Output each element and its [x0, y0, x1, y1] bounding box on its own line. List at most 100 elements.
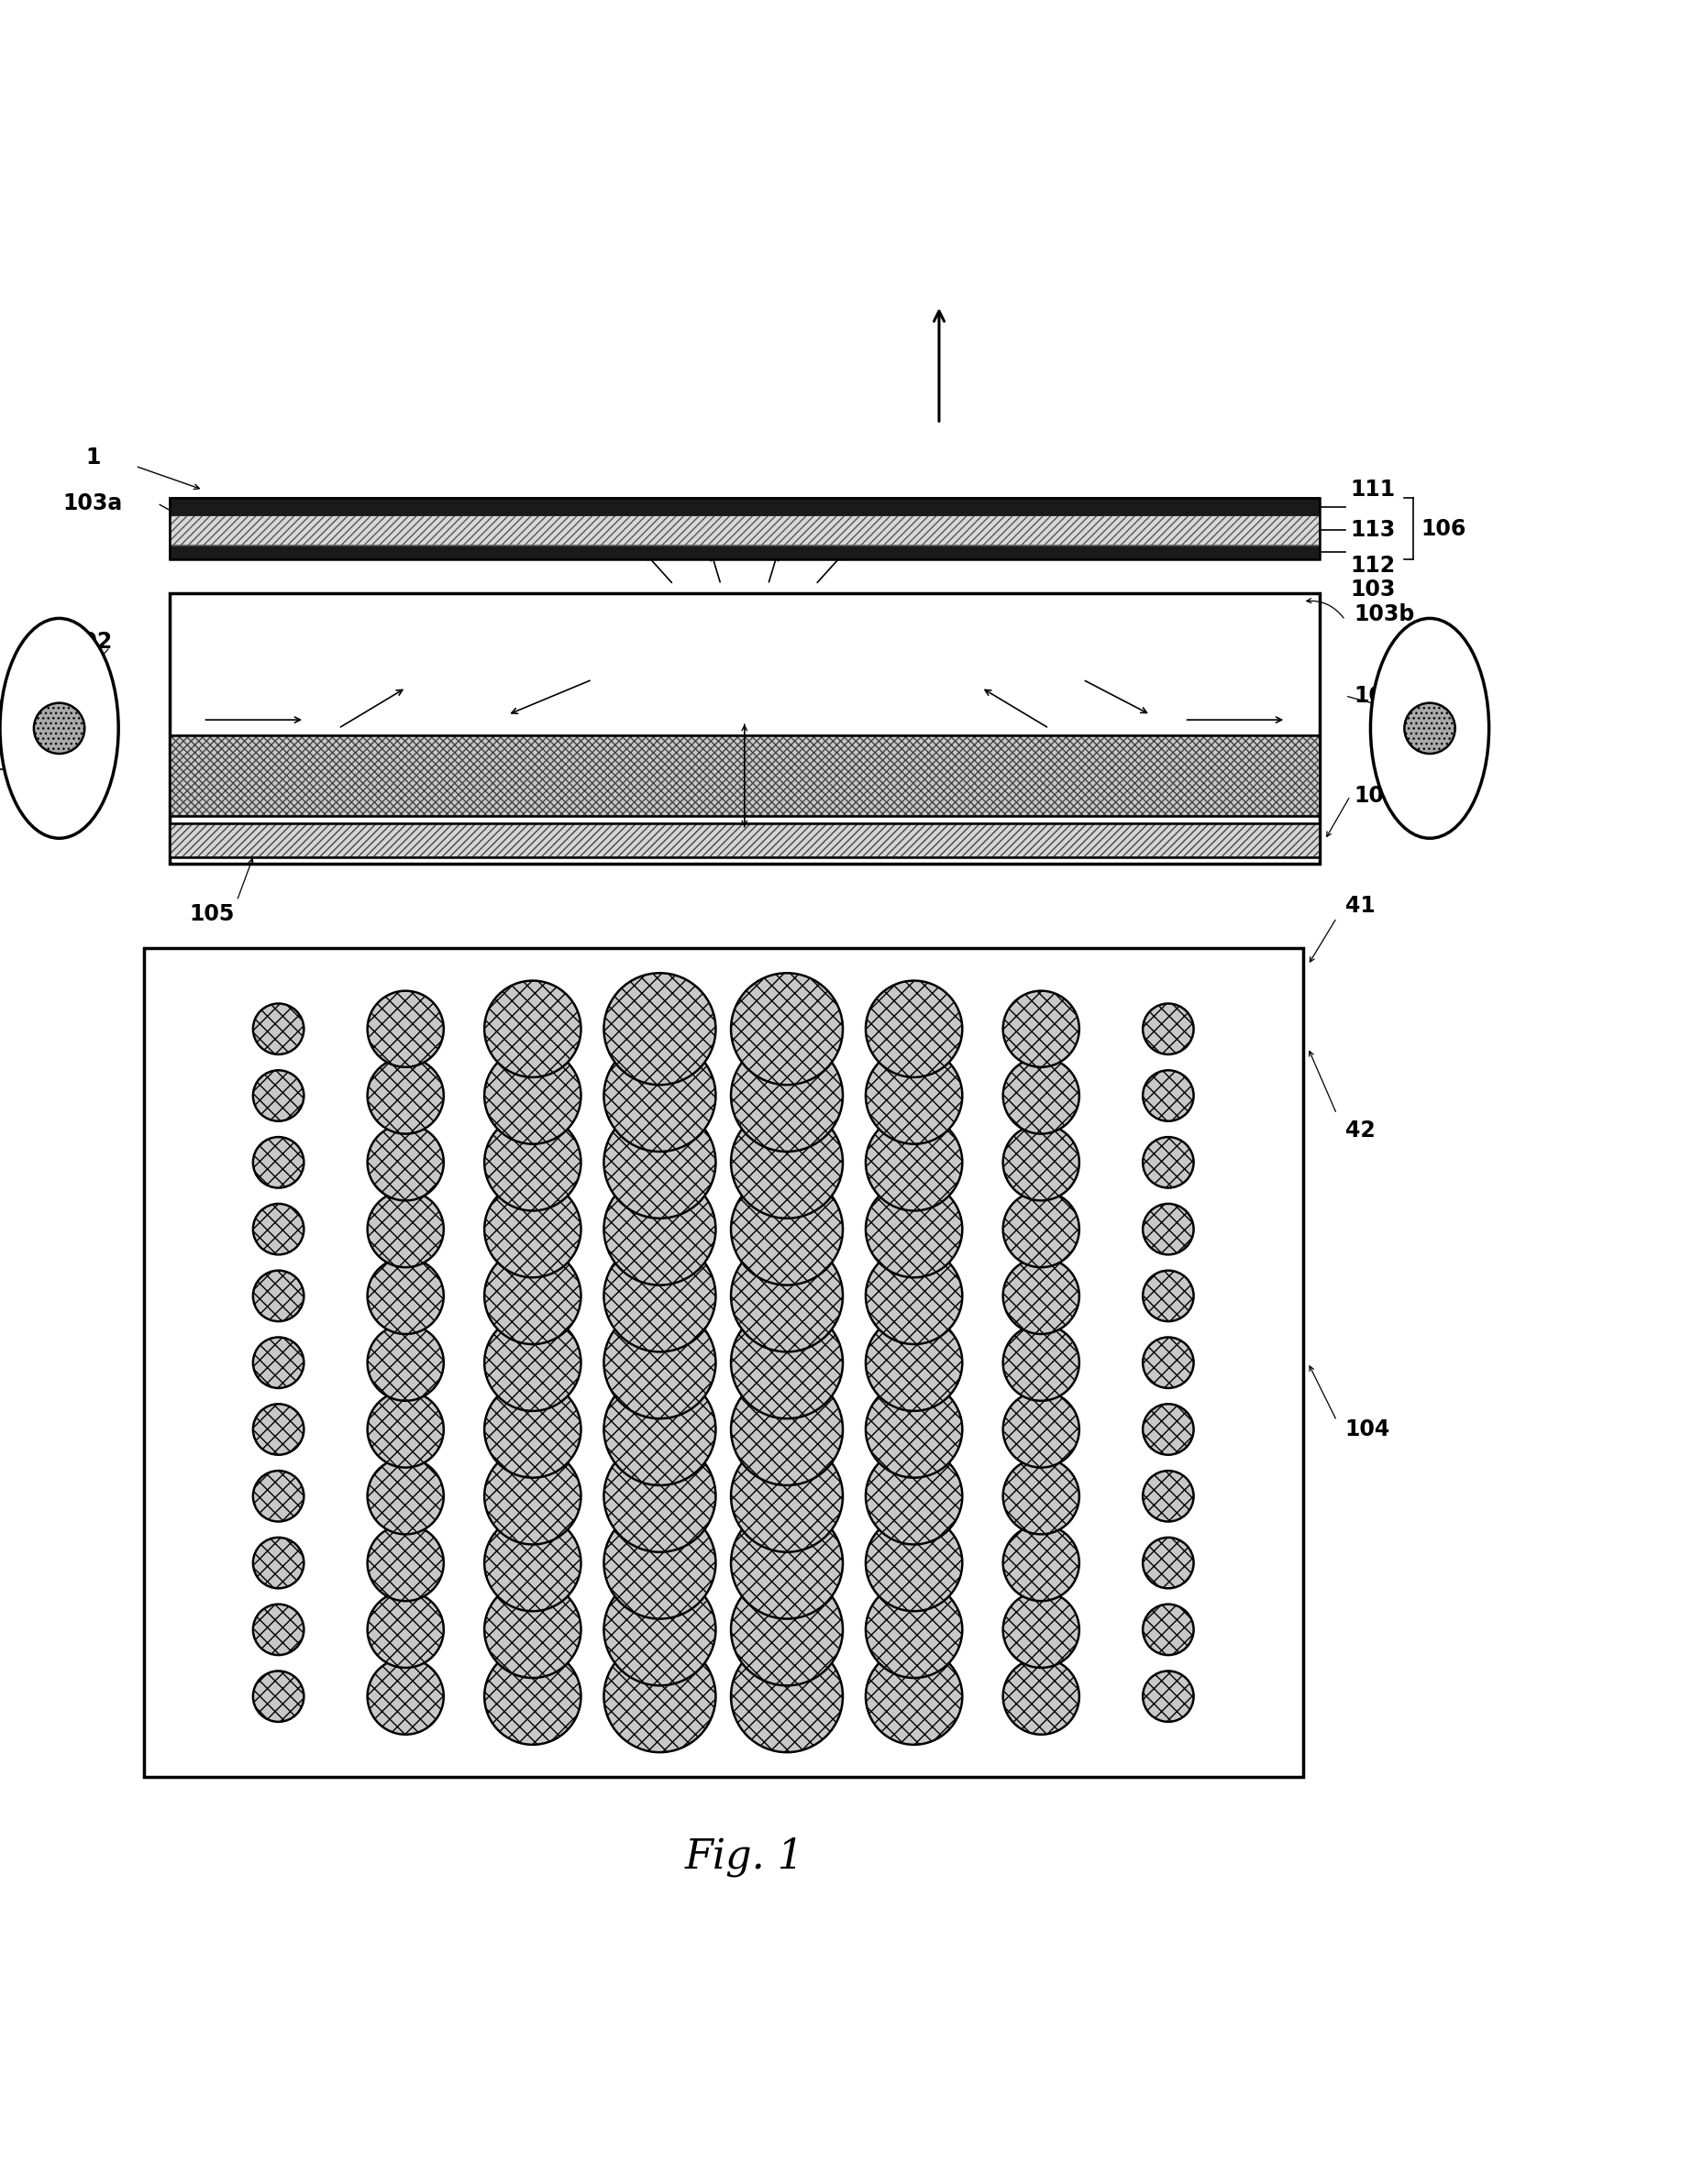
Ellipse shape — [484, 1380, 580, 1479]
Ellipse shape — [1003, 1258, 1079, 1334]
Text: Fig. 1: Fig. 1 — [685, 1837, 804, 1876]
Ellipse shape — [1142, 1138, 1193, 1188]
Text: 103b: 103b — [1354, 603, 1415, 625]
Ellipse shape — [254, 1271, 305, 1321]
Ellipse shape — [254, 1605, 305, 1655]
Bar — [169, 736, 1320, 817]
Ellipse shape — [484, 1114, 580, 1210]
Ellipse shape — [367, 1258, 443, 1334]
Ellipse shape — [254, 1538, 305, 1588]
Ellipse shape — [604, 1173, 716, 1284]
Text: 103: 103 — [1350, 579, 1396, 601]
Ellipse shape — [1003, 1391, 1079, 1468]
Ellipse shape — [731, 1640, 843, 1752]
Ellipse shape — [1142, 1671, 1193, 1721]
Ellipse shape — [367, 1391, 443, 1468]
Ellipse shape — [254, 1002, 305, 1055]
Bar — [169, 594, 1320, 863]
Ellipse shape — [1142, 1538, 1193, 1588]
Ellipse shape — [604, 974, 716, 1085]
Ellipse shape — [367, 1057, 443, 1133]
Ellipse shape — [484, 1315, 580, 1411]
Bar — [169, 823, 1320, 856]
Ellipse shape — [604, 1439, 716, 1553]
Ellipse shape — [866, 981, 963, 1077]
Ellipse shape — [731, 974, 843, 1085]
Ellipse shape — [866, 1048, 963, 1144]
Ellipse shape — [604, 1241, 716, 1352]
Ellipse shape — [484, 981, 580, 1077]
Ellipse shape — [866, 1247, 963, 1343]
Ellipse shape — [34, 703, 85, 753]
Ellipse shape — [866, 1315, 963, 1411]
Ellipse shape — [367, 1190, 443, 1267]
Ellipse shape — [484, 1581, 580, 1677]
Text: 105: 105 — [190, 904, 233, 926]
Ellipse shape — [604, 1040, 716, 1151]
Ellipse shape — [1003, 992, 1079, 1068]
Text: 106: 106 — [1421, 518, 1467, 539]
Ellipse shape — [1003, 1459, 1079, 1535]
Ellipse shape — [604, 1575, 716, 1686]
Ellipse shape — [731, 1306, 843, 1420]
Text: 42: 42 — [1345, 1120, 1376, 1142]
Ellipse shape — [1404, 703, 1455, 753]
Ellipse shape — [367, 1592, 443, 1669]
Ellipse shape — [731, 1241, 843, 1352]
Ellipse shape — [484, 1514, 580, 1612]
Ellipse shape — [254, 1671, 305, 1721]
Ellipse shape — [1003, 1524, 1079, 1601]
Ellipse shape — [866, 1649, 963, 1745]
Ellipse shape — [1371, 618, 1489, 839]
Ellipse shape — [866, 1448, 963, 1544]
Ellipse shape — [254, 1070, 305, 1120]
Ellipse shape — [367, 992, 443, 1068]
Text: 113: 113 — [1350, 520, 1396, 542]
Ellipse shape — [484, 1182, 580, 1278]
Ellipse shape — [1142, 1404, 1193, 1455]
Ellipse shape — [866, 1581, 963, 1677]
Ellipse shape — [866, 1182, 963, 1278]
Ellipse shape — [254, 1470, 305, 1522]
Text: 41: 41 — [1345, 895, 1376, 917]
Bar — [169, 823, 1320, 856]
Ellipse shape — [731, 1575, 843, 1686]
Text: 151: 151 — [34, 690, 80, 712]
Ellipse shape — [1142, 1271, 1193, 1321]
Text: 102: 102 — [68, 631, 113, 653]
Ellipse shape — [367, 1658, 443, 1734]
Ellipse shape — [254, 1203, 305, 1254]
Text: 100: 100 — [1354, 686, 1399, 708]
Text: 112: 112 — [1350, 555, 1396, 577]
Ellipse shape — [731, 1439, 843, 1553]
Ellipse shape — [1142, 1337, 1193, 1389]
Ellipse shape — [367, 1459, 443, 1535]
Ellipse shape — [731, 1374, 843, 1485]
Ellipse shape — [604, 1640, 716, 1752]
Ellipse shape — [604, 1374, 716, 1485]
Ellipse shape — [1142, 1203, 1193, 1254]
Ellipse shape — [1003, 1324, 1079, 1400]
Ellipse shape — [1142, 1002, 1193, 1055]
Bar — [144, 948, 1303, 1778]
Text: 104: 104 — [1345, 1417, 1391, 1439]
Text: 111: 111 — [1350, 478, 1396, 500]
Text: 101: 101 — [34, 758, 80, 780]
Ellipse shape — [1003, 1658, 1079, 1734]
Ellipse shape — [866, 1514, 963, 1612]
Bar — [169, 515, 1320, 546]
Ellipse shape — [1142, 1605, 1193, 1655]
Ellipse shape — [367, 1125, 443, 1201]
Text: 104: 104 — [1354, 784, 1399, 806]
Ellipse shape — [731, 1507, 843, 1618]
Ellipse shape — [254, 1138, 305, 1188]
Ellipse shape — [604, 1107, 716, 1219]
Text: 1: 1 — [86, 448, 100, 470]
Bar — [169, 546, 1320, 559]
Ellipse shape — [604, 1306, 716, 1420]
Ellipse shape — [367, 1524, 443, 1601]
Ellipse shape — [604, 1507, 716, 1618]
Ellipse shape — [866, 1380, 963, 1479]
Ellipse shape — [1003, 1190, 1079, 1267]
Bar — [169, 736, 1320, 817]
